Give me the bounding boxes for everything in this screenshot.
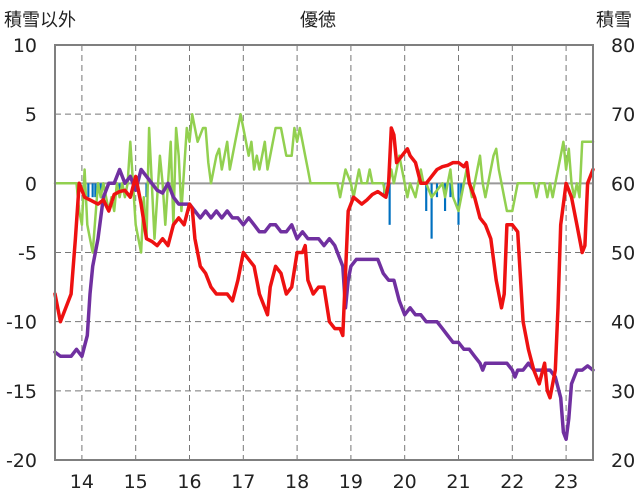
series-line-green (53, 112, 595, 254)
bar (99, 183, 102, 198)
series-line-red (53, 126, 595, 400)
y-right-axis-label: 積雪 (596, 10, 632, 31)
bar (425, 183, 428, 211)
x-tick-label: 20 (393, 471, 417, 493)
x-tick-label: 16 (177, 471, 201, 493)
x-tick-label: 23 (554, 471, 578, 493)
y-right-tick-label: 80 (611, 35, 635, 57)
y-right-ticks: 80 70 60 50 40 30 20 (611, 35, 635, 472)
x-tick-label: 22 (500, 471, 524, 493)
line-series (53, 112, 595, 442)
x-tick-label: 14 (70, 471, 94, 493)
x-tick-label: 19 (339, 471, 363, 493)
y-left-tick-label: 5 (25, 104, 37, 126)
bar (388, 183, 391, 225)
bar (460, 183, 463, 198)
y-right-tick-label: 30 (611, 381, 635, 403)
chart-title: 優徳 (300, 10, 336, 31)
bar (457, 183, 460, 225)
bar (91, 183, 94, 198)
bar (94, 183, 97, 198)
grid-lines (55, 45, 593, 460)
x-tick-label: 15 (124, 471, 148, 493)
y-left-ticks: 10 5 0 -5 -10 -15 -20 (6, 35, 37, 472)
y-left-tick-label: -15 (6, 381, 37, 403)
y-left-tick-label: 0 (25, 173, 37, 195)
bar (87, 183, 90, 198)
y-left-tick-label: -20 (6, 450, 37, 472)
x-tick-label: 21 (446, 471, 470, 493)
x-tick-label: 17 (231, 471, 255, 493)
x-ticks: 14 15 16 17 18 19 20 21 22 23 (70, 471, 578, 493)
y-right-tick-label: 40 (611, 312, 635, 334)
y-right-tick-label: 60 (611, 173, 635, 195)
bar (430, 183, 433, 239)
plot-frame (54, 44, 594, 461)
y-left-tick-label: -5 (18, 243, 37, 265)
y-right-tick-label: 20 (611, 450, 635, 472)
y-left-axis-label: 積雪以外 (4, 10, 76, 31)
series-line-purple (53, 167, 595, 442)
y-right-tick-label: 70 (611, 104, 635, 126)
y-left-tick-label: -10 (6, 312, 37, 334)
y-left-tick-label: 10 (13, 35, 37, 57)
x-tick-label: 18 (285, 471, 309, 493)
bar (449, 183, 452, 198)
y-right-tick-label: 50 (611, 243, 635, 265)
